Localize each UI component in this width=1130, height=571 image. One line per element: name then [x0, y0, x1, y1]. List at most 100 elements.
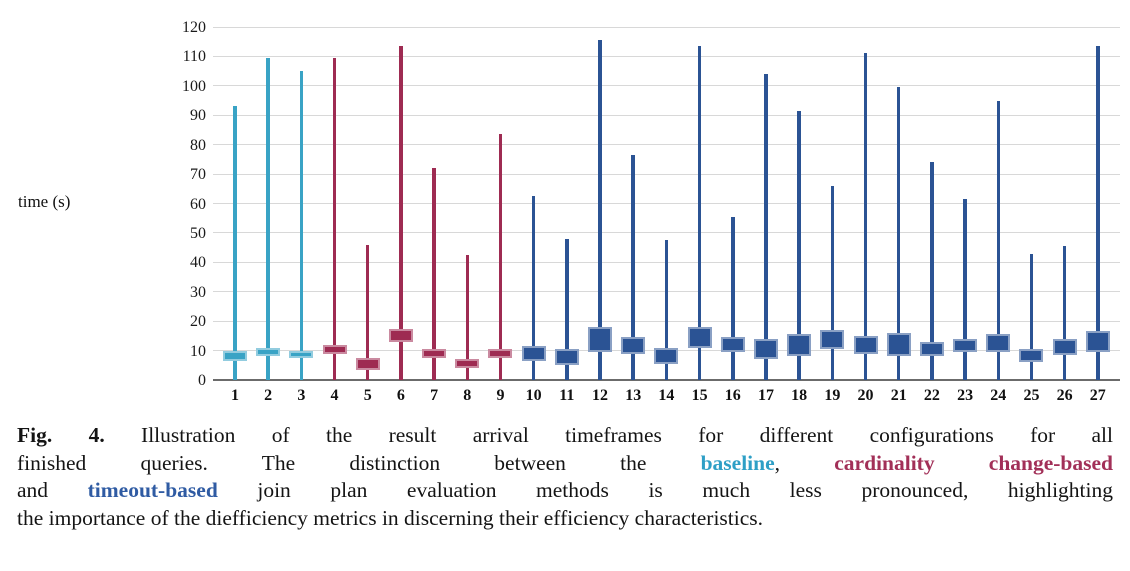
whisker — [731, 216, 735, 380]
box — [1052, 338, 1077, 355]
y-tick-label: 0 — [198, 372, 206, 389]
gridline — [213, 26, 1120, 28]
box — [355, 357, 380, 370]
gridline — [213, 232, 1120, 234]
x-axis-line — [213, 379, 1120, 381]
whisker — [664, 240, 669, 380]
gridline — [213, 144, 1120, 146]
box — [521, 346, 546, 361]
box — [753, 338, 778, 360]
x-tick-label: 14 — [658, 387, 675, 404]
y-tick-label: 50 — [190, 224, 206, 242]
box — [986, 334, 1011, 353]
whisker — [1096, 46, 1100, 380]
y-axis-label: time (s) — [18, 192, 71, 211]
x-tick-label: 5 — [363, 387, 372, 404]
x-tick-label: 2 — [264, 387, 273, 404]
box — [455, 359, 480, 369]
box — [919, 341, 944, 357]
whisker — [498, 134, 503, 380]
box — [554, 349, 579, 366]
caption-text: Illustration of the result arrival timef… — [104, 423, 1113, 447]
x-tick-label: 24 — [990, 387, 1007, 404]
box — [1085, 331, 1110, 353]
box — [853, 335, 878, 354]
whisker — [830, 185, 835, 380]
box — [953, 338, 978, 353]
whisker — [896, 87, 901, 380]
x-tick-label: 8 — [463, 387, 472, 404]
x-tick-label: 4 — [330, 387, 339, 404]
caption-line: the importance of the diefficiency metri… — [17, 505, 1113, 533]
whisker — [365, 244, 370, 380]
y-tick-label: 100 — [182, 77, 206, 95]
x-tick-label: 21 — [890, 387, 907, 404]
caption-text: join plan evaluation methods is much les… — [217, 478, 1114, 502]
whisker — [531, 196, 536, 380]
x-tick-label: 25 — [1023, 387, 1040, 404]
box — [289, 350, 314, 358]
whisker — [631, 154, 635, 380]
whisker — [565, 238, 569, 380]
y-tick-label: 80 — [190, 136, 206, 154]
x-tick-label: 18 — [791, 387, 808, 404]
box — [654, 347, 679, 364]
y-tick-label: 110 — [182, 48, 206, 66]
box — [886, 332, 911, 357]
gridline — [213, 114, 1120, 116]
x-tick-label: 15 — [691, 387, 708, 404]
x-tick-label: 20 — [857, 387, 874, 404]
box — [322, 344, 347, 354]
whisker — [332, 57, 337, 380]
box — [720, 337, 745, 353]
whisker — [764, 74, 768, 380]
x-tick-label: 26 — [1056, 387, 1073, 404]
caption-text: the importance of the diefficiency metri… — [17, 505, 764, 530]
box — [388, 328, 413, 342]
whisker — [697, 46, 702, 380]
chart-plot-area — [213, 26, 1120, 381]
caption-line: Fig. 4. Illustration of the result arriv… — [17, 422, 1113, 450]
box — [1019, 349, 1044, 363]
caption-text: finished queries. The distinction betwee… — [17, 450, 701, 475]
x-tick-label: 22 — [923, 387, 940, 404]
whisker — [797, 110, 801, 380]
caption-line: finished queries. The distinction betwee… — [17, 450, 1113, 478]
x-tick-label: 6 — [396, 387, 405, 404]
box — [687, 327, 712, 348]
box — [588, 327, 613, 353]
y-tick-label: 10 — [190, 342, 206, 360]
y-tick-label: 20 — [190, 313, 206, 331]
gridline — [213, 203, 1120, 204]
whisker — [266, 57, 270, 380]
x-tick-label: 10 — [525, 387, 542, 404]
whisker — [465, 254, 470, 380]
box — [223, 350, 247, 361]
caption-line: and timeout-based join plan evaluation m… — [17, 477, 1113, 505]
x-tick-label: 17 — [757, 387, 774, 404]
whisker — [299, 71, 304, 380]
caption-term-timeout: timeout-based — [87, 478, 218, 502]
gridline — [213, 55, 1120, 57]
y-tick-label: 70 — [190, 166, 206, 184]
y-tick-label: 90 — [190, 107, 206, 125]
caption-term-baseline: baseline — [700, 450, 775, 475]
whisker — [432, 168, 436, 380]
x-tick-label: 27 — [1089, 387, 1106, 404]
x-tick-label: 9 — [496, 387, 505, 404]
figure-caption: Fig. 4. Illustration of the result arriv… — [17, 422, 1113, 532]
caption-text: and — [17, 478, 88, 502]
gridline — [213, 173, 1120, 175]
x-tick-label: 13 — [625, 387, 642, 404]
whisker — [863, 53, 868, 380]
caption-text: Fig. 4. — [17, 423, 105, 447]
caption-text: , — [774, 450, 835, 475]
y-tick-label: 120 — [182, 19, 206, 36]
x-tick-label: 11 — [559, 387, 575, 404]
y-tick-label: 30 — [190, 283, 206, 301]
x-tick-label: 19 — [824, 387, 841, 404]
box — [787, 334, 812, 357]
y-tick-label: 60 — [190, 195, 206, 213]
box — [422, 349, 447, 358]
